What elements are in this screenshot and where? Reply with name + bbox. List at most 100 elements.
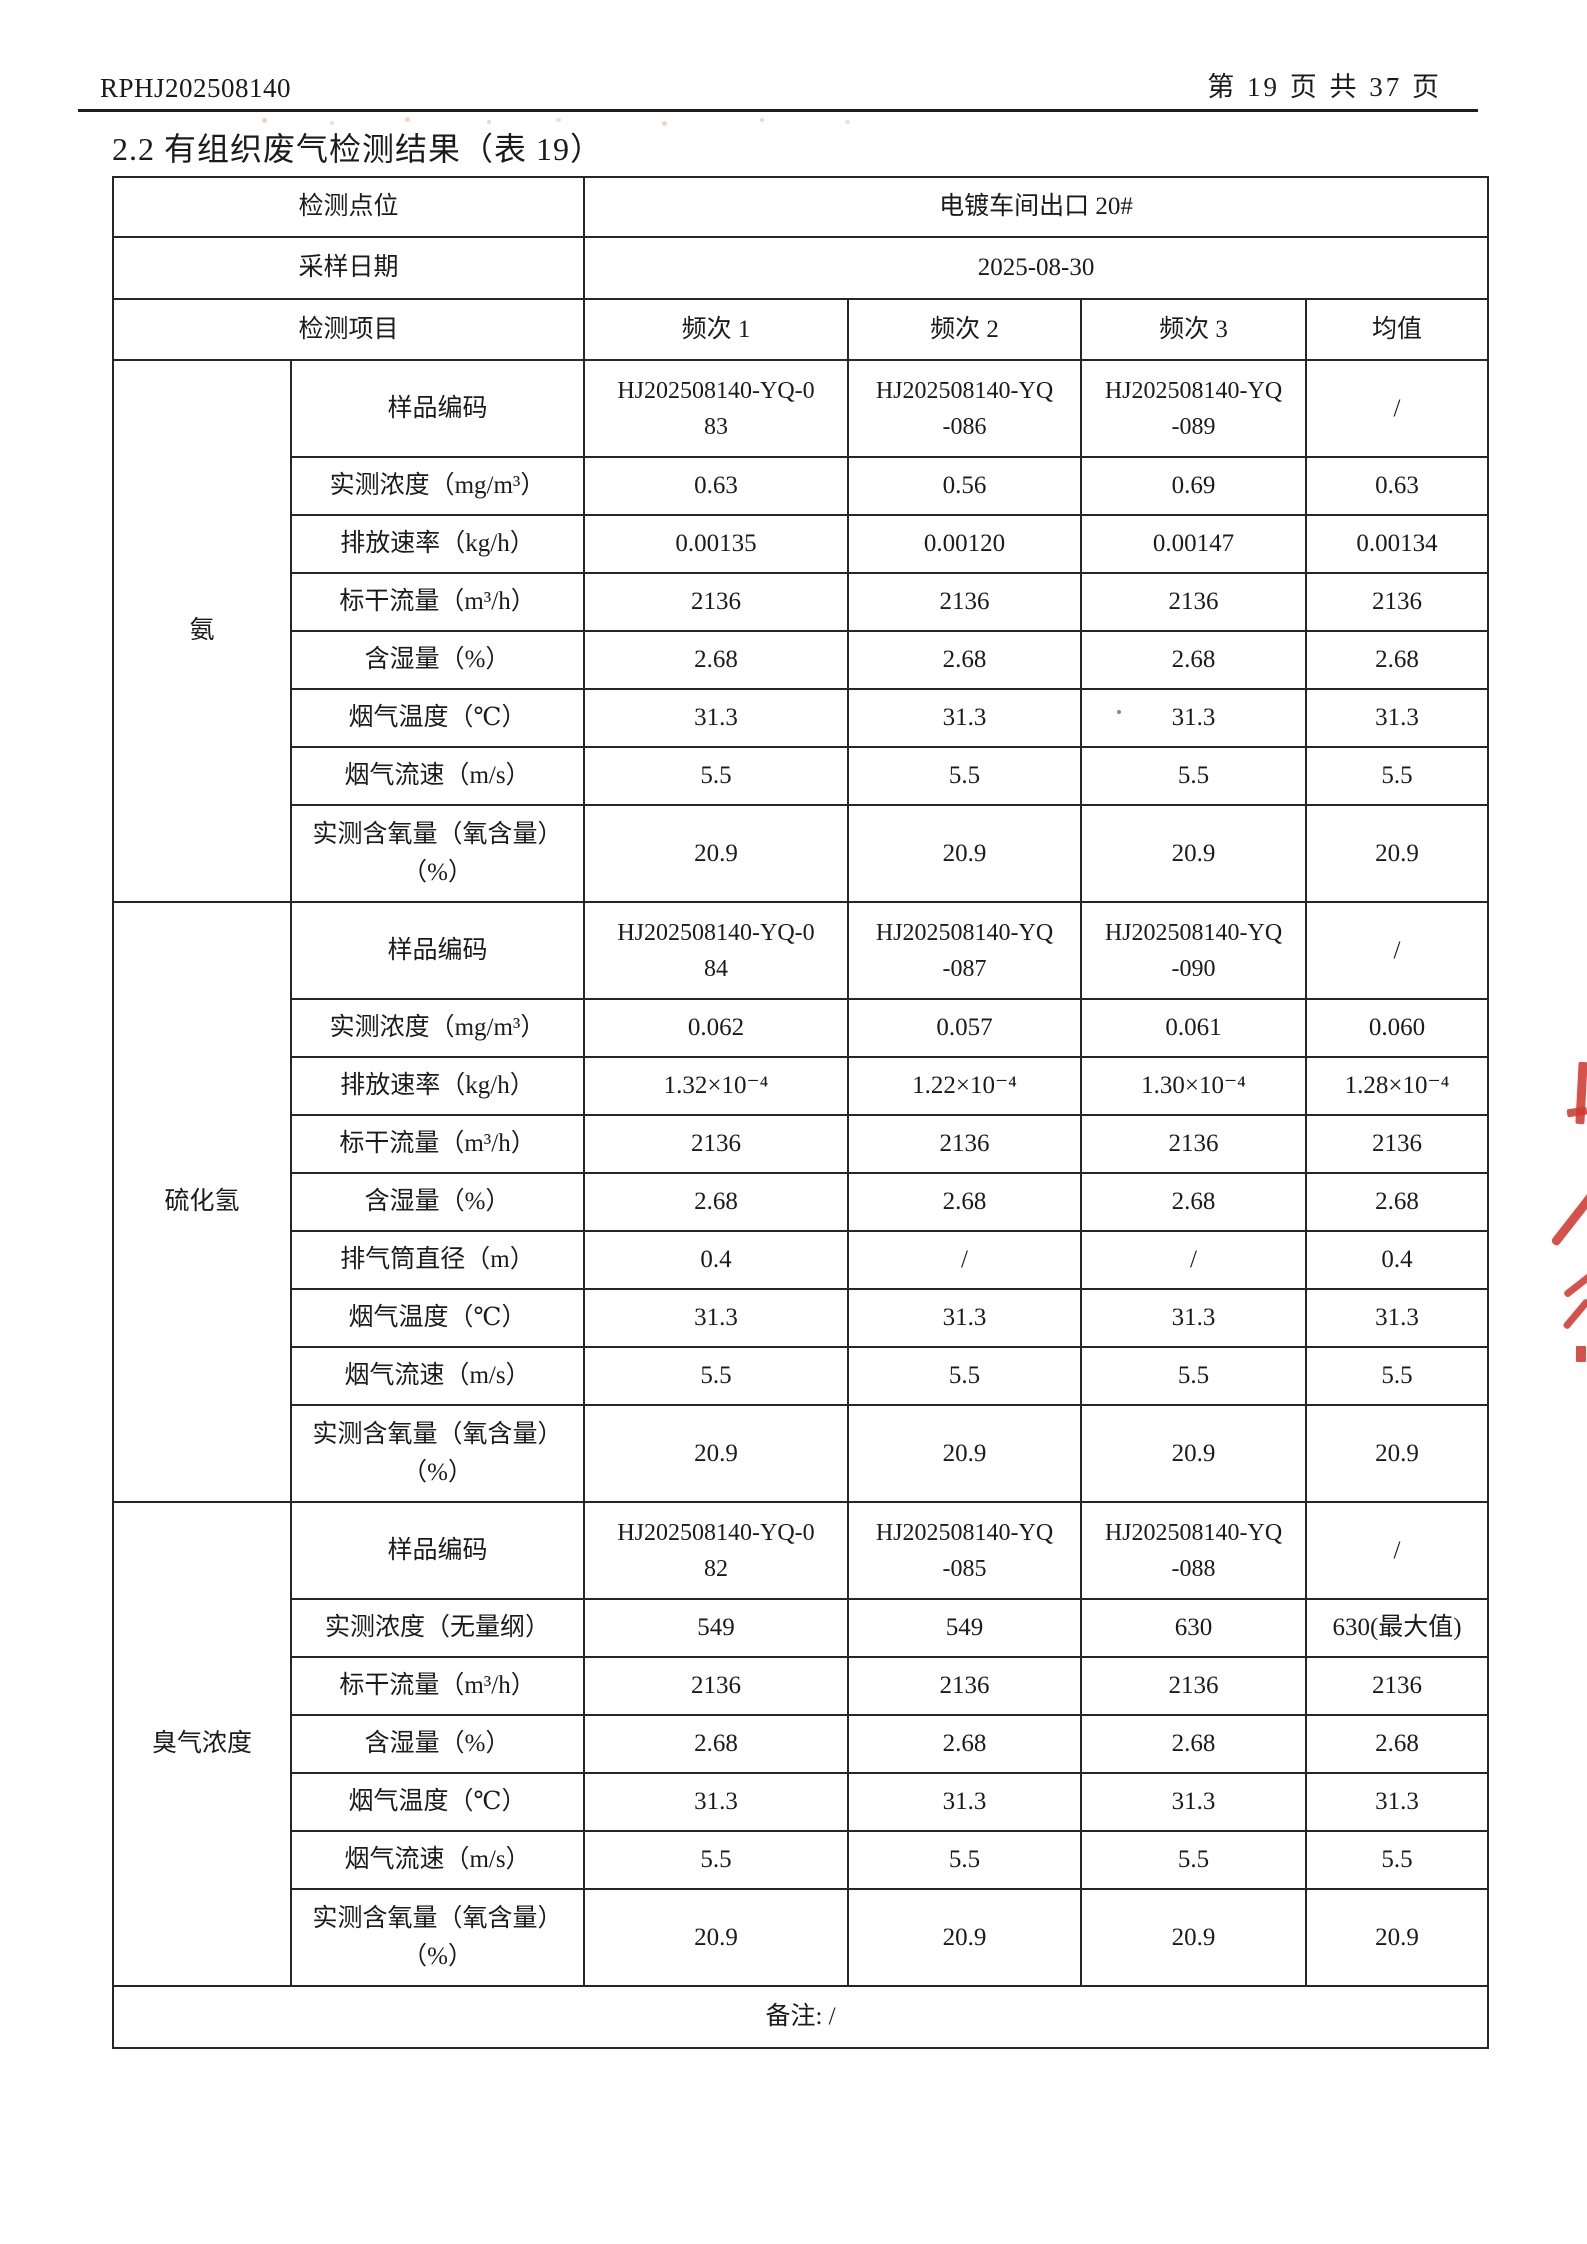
date-value: 2025-08-30	[583, 236, 1490, 300]
cell-value: 20.9	[847, 1888, 1083, 1987]
cell-value: 2136	[847, 1656, 1083, 1716]
cell-value: 2136	[1080, 572, 1308, 632]
cell-value: 31.3	[1305, 1772, 1490, 1832]
cell-value: 5.5	[1305, 746, 1490, 806]
cell-value: 0.062	[583, 998, 850, 1058]
date-label: 采样日期	[111, 236, 586, 300]
cell-value: /	[1080, 1230, 1308, 1290]
cell-value: 1.32×10⁻⁴	[583, 1056, 850, 1116]
cell-value: 2.68	[1080, 1172, 1308, 1232]
scan-speck	[262, 118, 267, 123]
cell-value: 1.28×10⁻⁴	[1305, 1056, 1490, 1116]
cell-value: 2.68	[1305, 1714, 1490, 1774]
row-label: 标干流量（m³/h）	[289, 572, 586, 632]
row-label: 烟气流速（m/s）	[289, 1830, 586, 1890]
row-label: 实测含氧量（氧含量） （%）	[289, 804, 586, 903]
cell-value: 0.057	[847, 998, 1083, 1058]
cell-value: 5.5	[583, 746, 850, 806]
row-label: 标干流量（m³/h）	[289, 1656, 586, 1716]
cell-value: HJ202508140-YQ -085	[847, 1501, 1083, 1600]
cell-value: HJ202508140-YQ -090	[1080, 901, 1308, 1000]
freq-header-3: 频次 3	[1080, 298, 1308, 361]
cell-value: 2.68	[583, 1172, 850, 1232]
group-label-odor: 臭气浓度	[112, 1501, 292, 1987]
cell-value: 5.5	[583, 1346, 850, 1406]
cell-value: 5.5	[1080, 1830, 1308, 1890]
cell-value: 20.9	[583, 1888, 850, 1987]
cell-value: HJ202508140-YQ -087	[847, 901, 1083, 1000]
cell-value: 20.9	[1080, 1888, 1308, 1987]
cell-value: 5.5	[583, 1830, 850, 1890]
doc-number: RPHJ202508140	[100, 73, 292, 103]
scan-speck	[662, 121, 667, 126]
scan-speck	[405, 117, 410, 122]
cell-value: /	[1305, 359, 1490, 458]
row-label: 烟气温度（℃）	[289, 1772, 586, 1832]
cell-value: 20.9	[1080, 1404, 1308, 1503]
page-title: 2.2 有组织废气检测结果（表 19）	[112, 131, 604, 167]
cell-value: 20.9	[1080, 804, 1308, 903]
row-label: 样品编码	[289, 901, 586, 1000]
cell-value: 31.3	[1080, 1772, 1308, 1832]
row-label: 烟气流速（m/s）	[289, 746, 586, 806]
avg-header: 均值	[1305, 298, 1490, 361]
scan-speck	[845, 120, 850, 124]
cell-value: 5.5	[1305, 1830, 1490, 1890]
cell-value: 0.00134	[1305, 514, 1490, 574]
row-label: 排放速率（kg/h）	[289, 514, 586, 574]
cell-value: 2136	[583, 1656, 850, 1716]
cell-value: 2136	[1080, 1114, 1308, 1174]
row-label: 烟气温度（℃）	[289, 688, 586, 748]
cell-value: 31.3	[847, 688, 1083, 748]
cell-value: 2136	[583, 1114, 850, 1174]
cell-value: 2136	[847, 1114, 1083, 1174]
group-label-h2s: 硫化氢	[112, 901, 292, 1503]
cell-value: 20.9	[1305, 804, 1490, 903]
cell-value: 2136	[1080, 1656, 1308, 1716]
group-label-ammonia: 氨	[112, 359, 292, 903]
cell-value: 1.30×10⁻⁴	[1080, 1056, 1308, 1116]
cell-value: 31.3	[1080, 1288, 1308, 1348]
cell-value: 549	[583, 1598, 850, 1658]
row-label: 含湿量（%）	[289, 1714, 586, 1774]
cell-value: 20.9	[583, 1404, 850, 1503]
cell-value: 2136	[847, 572, 1083, 632]
cell-value: /	[1305, 1501, 1490, 1600]
row-label: 标干流量（m³/h）	[289, 1114, 586, 1174]
cell-value: 2.68	[1080, 1714, 1308, 1774]
seal-fragment	[1576, 1346, 1586, 1362]
cell-value: 2.68	[1305, 1172, 1490, 1232]
results-table: 检测点位 电镀车间出口 20# 采样日期 2025-08-30 检测项目 频次 …	[111, 176, 1490, 2049]
cell-value: 31.3	[1305, 1288, 1490, 1348]
cell-value: 630	[1080, 1598, 1308, 1658]
row-label: 排气筒直径（m）	[289, 1230, 586, 1290]
cell-value: HJ202508140-YQ-0 82	[583, 1501, 850, 1600]
cell-value: 0.00120	[847, 514, 1083, 574]
cell-value: 20.9	[847, 1404, 1083, 1503]
cell-value: 2.68	[583, 630, 850, 690]
cell-value: 2.68	[1305, 630, 1490, 690]
cell-value: 5.5	[847, 746, 1083, 806]
remark-row: 备注: /	[111, 1985, 1490, 2049]
row-label: 排放速率（kg/h）	[289, 1056, 586, 1116]
scan-speck	[330, 121, 334, 125]
cell-value: 0.061	[1080, 998, 1308, 1058]
cell-value: 31.3	[583, 688, 850, 748]
seal-fragment	[1562, 1271, 1587, 1299]
point-label: 检测点位	[111, 176, 586, 238]
cell-value: 2.68	[583, 1714, 850, 1774]
page-header: RPHJ202508140 第 19 页 共 37 页	[78, 48, 1478, 112]
cell-value: 0.00135	[583, 514, 850, 574]
cell-value: 31.3	[583, 1288, 850, 1348]
cell-value: 2.68	[1080, 630, 1308, 690]
cell-value: 0.4	[1305, 1230, 1490, 1290]
cell-value: 5.5	[847, 1830, 1083, 1890]
cell-value: 2136	[1305, 1656, 1490, 1716]
cell-value: 0.69	[1080, 456, 1308, 516]
cell-value: /	[1305, 901, 1490, 1000]
cell-value: 2.68	[847, 1172, 1083, 1232]
cell-value: 20.9	[847, 804, 1083, 903]
cell-value: 0.63	[583, 456, 850, 516]
row-label: 含湿量（%）	[289, 630, 586, 690]
